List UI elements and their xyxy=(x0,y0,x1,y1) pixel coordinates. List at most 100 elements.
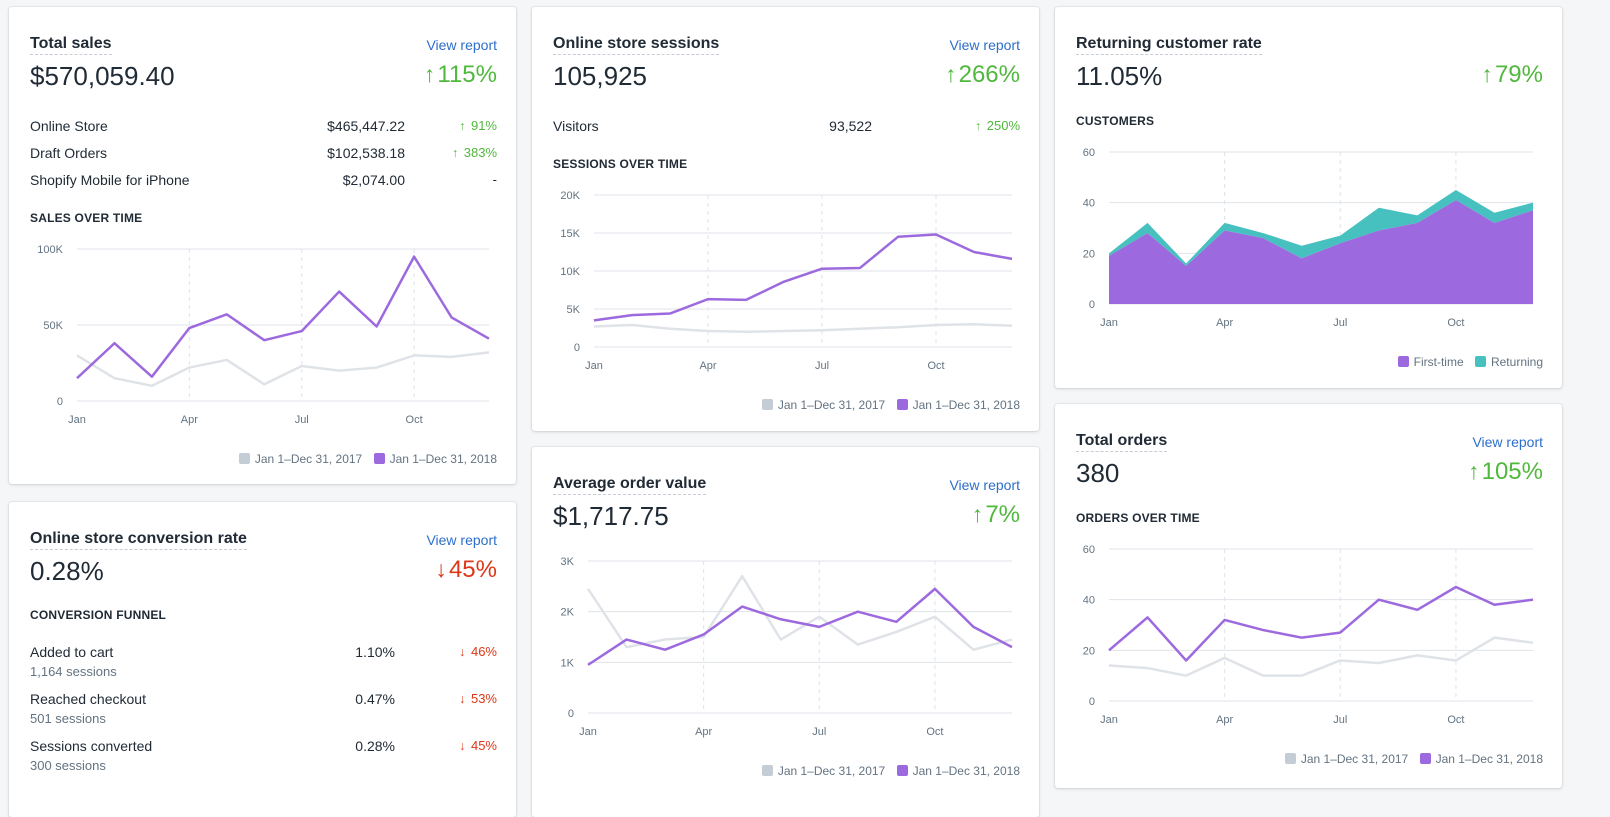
card-title[interactable]: Returning customer rate xyxy=(1076,35,1262,55)
total-orders-card: Total orders View report 380 ↑105% ORDER… xyxy=(1055,404,1562,788)
arrow-up-icon: ↑ xyxy=(459,119,466,133)
funnel-change: ↓ 45% xyxy=(459,738,497,753)
y-tick-label: 60 xyxy=(1083,544,1095,556)
y-tick-label: 10K xyxy=(560,266,580,278)
x-tick-label: Apr xyxy=(181,414,198,426)
section-label: ORDERS OVER TIME xyxy=(1076,511,1200,525)
y-tick-label: 50K xyxy=(43,320,63,332)
legend-item-2017[interactable]: Jan 1–Dec 31, 2017 xyxy=(761,398,885,412)
arrow-up-icon: ↑ xyxy=(451,146,459,160)
x-tick-label: Apr xyxy=(1216,714,1233,726)
row-label: Online Store xyxy=(30,118,108,134)
sessions-over-time-chart[interactable]: 0 5K 10K 15K 20K Jan Apr Jul Oct xyxy=(532,183,1039,383)
legend-item-2017[interactable]: Jan 1–Dec 31, 2017 xyxy=(761,764,885,778)
row-value: $2,074.00 xyxy=(342,172,405,188)
aov-over-time-chart[interactable]: 0 1K 2K 3K Jan Apr Jul Oct xyxy=(532,551,1039,751)
card-title[interactable]: Total orders xyxy=(1076,432,1168,452)
x-tick-label: Jul xyxy=(812,726,826,738)
row-change: ↑ 91% xyxy=(459,118,497,133)
y-tick-label: 0 xyxy=(1089,299,1095,311)
orders-over-time-chart[interactable]: 0 20 40 60 Jan Apr Jul Oct xyxy=(1055,537,1562,737)
view-report-link[interactable]: View report xyxy=(426,532,497,548)
y-tick-label: 40 xyxy=(1083,198,1095,210)
y-tick-label: 0 xyxy=(574,342,580,354)
customers-chart[interactable]: 0 20 40 60 Jan Apr Jul Oct xyxy=(1055,140,1562,340)
y-tick-label: 0 xyxy=(57,396,63,408)
series-line-2018 xyxy=(76,255,490,380)
funnel-sessions: 501 sessions xyxy=(30,711,106,726)
section-label: CONVERSION FUNNEL xyxy=(30,608,167,622)
legend-item-2018[interactable]: Jan 1–Dec 31, 2018 xyxy=(373,452,497,466)
y-tick-label: 15K xyxy=(560,228,580,240)
arrow-down-icon: ↓ xyxy=(459,739,466,753)
legend-item-2017[interactable]: Jan 1–Dec 31, 2017 xyxy=(238,452,362,466)
row-label: Shopify Mobile for iPhone xyxy=(30,172,190,188)
legend-item-first-time[interactable]: First-time xyxy=(1397,355,1464,369)
arrow-up-icon: ↑ xyxy=(1468,458,1480,484)
chart-legend: Jan 1–Dec 31, 2017 Jan 1–Dec 31, 2018 xyxy=(238,452,497,466)
legend-item-2017[interactable]: Jan 1–Dec 31, 2017 xyxy=(1284,752,1408,766)
funnel-rate: 1.10% xyxy=(355,644,395,660)
x-tick-label: Jul xyxy=(1333,317,1347,329)
arrow-down-icon: ↓ xyxy=(459,645,466,659)
view-report-link[interactable]: View report xyxy=(426,37,497,53)
card-title[interactable]: Online store sessions xyxy=(553,35,720,55)
view-report-link[interactable]: View report xyxy=(949,37,1020,53)
total-sales-change: ↑115% xyxy=(423,61,497,88)
sessions-value: 105,925 xyxy=(553,61,647,91)
funnel-step-label: Added to cart xyxy=(30,644,114,660)
section-label: SESSIONS OVER TIME xyxy=(553,157,688,171)
x-tick-label: Oct xyxy=(927,360,944,372)
row-value: $465,447.22 xyxy=(327,118,405,134)
funnel-change: ↓ 46% xyxy=(459,644,497,659)
series-line-2018 xyxy=(587,587,1013,666)
row-label: Draft Orders xyxy=(30,145,108,161)
x-tick-label: Jan xyxy=(585,360,603,372)
x-tick-label: Jan xyxy=(579,726,597,738)
legend-item-returning[interactable]: Returning xyxy=(1474,355,1543,369)
total-orders-change: ↑105% xyxy=(1468,458,1543,485)
chart-legend: Jan 1–Dec 31, 2017 Jan 1–Dec 31, 2018 xyxy=(1284,752,1543,766)
y-tick-label: 5K xyxy=(567,304,581,316)
series-line-2018 xyxy=(1108,585,1534,662)
series-line-2017 xyxy=(1108,636,1534,677)
card-title[interactable]: Average order value xyxy=(553,475,707,495)
funnel-step-label: Sessions converted xyxy=(30,738,153,754)
chart-legend: First-time Returning xyxy=(1397,355,1543,369)
sales-over-time-chart[interactable]: 0 50K 100K Jan Apr Jul Oct xyxy=(9,235,516,435)
returning-rate-value: 11.05% xyxy=(1076,61,1163,91)
conversion-rate-card: Online store conversion rate View report… xyxy=(9,502,516,817)
y-tick-label: 0 xyxy=(1089,696,1095,708)
section-label: CUSTOMERS xyxy=(1076,114,1155,128)
chart-legend: Jan 1–Dec 31, 2017 Jan 1–Dec 31, 2018 xyxy=(761,764,1020,778)
legend-item-2018[interactable]: Jan 1–Dec 31, 2018 xyxy=(896,764,1020,778)
x-tick-label: Jul xyxy=(295,414,309,426)
view-report-link[interactable]: View report xyxy=(949,477,1020,493)
row-value: 93,522 xyxy=(829,118,872,134)
row-label: Visitors xyxy=(553,118,599,134)
legend-item-2018[interactable]: Jan 1–Dec 31, 2018 xyxy=(1419,752,1543,766)
arrow-up-icon: ↑ xyxy=(971,501,984,527)
series-line-2017 xyxy=(586,574,1013,651)
card-title[interactable]: Online store conversion rate xyxy=(30,530,247,550)
y-tick-label: 100K xyxy=(37,244,63,256)
x-tick-label: Jan xyxy=(1100,714,1118,726)
arrow-up-icon: ↑ xyxy=(423,61,436,87)
view-report-link[interactable]: View report xyxy=(1472,434,1543,450)
funnel-rate: 0.47% xyxy=(355,691,395,707)
section-label: SALES OVER TIME xyxy=(30,211,143,225)
funnel-row: Sessions converted 300 sessions 0.28% ↓ … xyxy=(30,738,497,773)
row-change: ↑ 383% xyxy=(451,145,497,160)
returning-rate-change: ↑79% xyxy=(1481,61,1543,88)
conversion-rate-value: 0.28% xyxy=(30,556,104,586)
x-tick-label: Jan xyxy=(68,414,86,426)
aov-change: ↑7% xyxy=(971,501,1020,528)
y-tick-label: 20 xyxy=(1083,248,1095,260)
average-order-value-card: Average order value View report $1,717.7… xyxy=(532,447,1039,817)
card-title[interactable]: Total sales xyxy=(30,35,112,55)
total-orders-value: 380 xyxy=(1076,458,1120,488)
legend-item-2018[interactable]: Jan 1–Dec 31, 2018 xyxy=(896,398,1020,412)
funnel-row: Added to cart 1,164 sessions 1.10% ↓ 46% xyxy=(30,644,497,679)
funnel-change: ↓ 53% xyxy=(459,691,497,706)
x-tick-label: Apr xyxy=(1216,317,1233,329)
